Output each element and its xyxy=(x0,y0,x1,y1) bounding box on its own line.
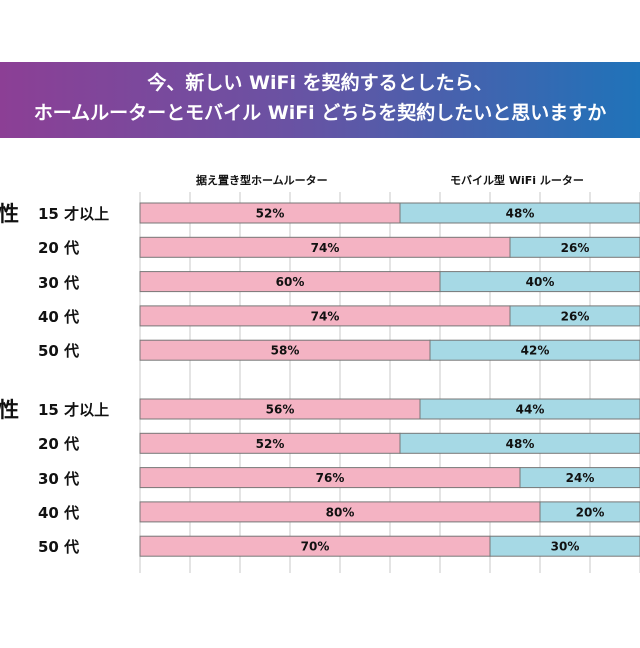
bar-mobile-router xyxy=(399,432,640,454)
bar-mobile-router xyxy=(419,398,640,420)
data-label: 40% xyxy=(526,275,555,289)
bar-mobile-router xyxy=(429,339,640,361)
data-label: 20% xyxy=(576,505,605,519)
bar-mobile-router xyxy=(539,501,640,523)
data-label: 44% xyxy=(516,403,545,417)
category-label: 20 代 xyxy=(38,435,80,454)
bar-mobile-router xyxy=(489,535,640,557)
data-label: 74% xyxy=(311,309,340,323)
data-label: 30% xyxy=(551,540,580,554)
group-label: 性 xyxy=(0,398,19,422)
data-label: 58% xyxy=(271,344,300,358)
data-label: 52% xyxy=(256,437,285,451)
group-label: 性 xyxy=(0,202,19,226)
bar-mobile-router xyxy=(439,271,640,293)
category-label: 30 代 xyxy=(38,469,80,488)
chart-title-banner: 今、新しい WiFi を契約するとしたら、 ホームルーターとモバイル WiFi … xyxy=(0,62,640,138)
data-label: 60% xyxy=(276,275,305,289)
chart-title-line1: 今、新しい WiFi を契約するとしたら、 xyxy=(147,72,493,94)
category-label: 50 代 xyxy=(38,342,80,361)
data-label: 56% xyxy=(266,403,295,417)
data-label: 26% xyxy=(561,309,590,323)
data-label: 42% xyxy=(521,344,550,358)
chart-title-line2: ホームルーターとモバイル WiFi どちらを契約したいと思いますか xyxy=(33,102,607,124)
data-label: 48% xyxy=(506,437,535,451)
category-label: 15 才以上 xyxy=(38,205,110,223)
category-label: 40 代 xyxy=(38,503,80,522)
data-label: 24% xyxy=(566,471,595,485)
data-label: 52% xyxy=(256,207,285,221)
data-label: 76% xyxy=(316,471,345,485)
data-label: 70% xyxy=(301,540,330,554)
data-label: 26% xyxy=(561,241,590,255)
category-label: 30 代 xyxy=(38,273,80,292)
legend-mobile-router: モバイル型 WiFi ルーター xyxy=(450,174,584,187)
data-label: 48% xyxy=(506,207,535,221)
category-label: 40 代 xyxy=(38,307,80,326)
data-label: 80% xyxy=(326,505,355,519)
legend-home-router: 据え置き型ホームルーター xyxy=(196,174,328,187)
bar-mobile-router xyxy=(399,202,640,224)
bar-mobile-router xyxy=(519,467,640,489)
bar-mobile-router xyxy=(509,305,640,327)
bar-mobile-router xyxy=(509,236,640,258)
category-label: 15 才以上 xyxy=(38,401,110,419)
category-label: 20 代 xyxy=(38,239,80,258)
category-label: 50 代 xyxy=(38,538,80,557)
data-label: 74% xyxy=(311,241,340,255)
